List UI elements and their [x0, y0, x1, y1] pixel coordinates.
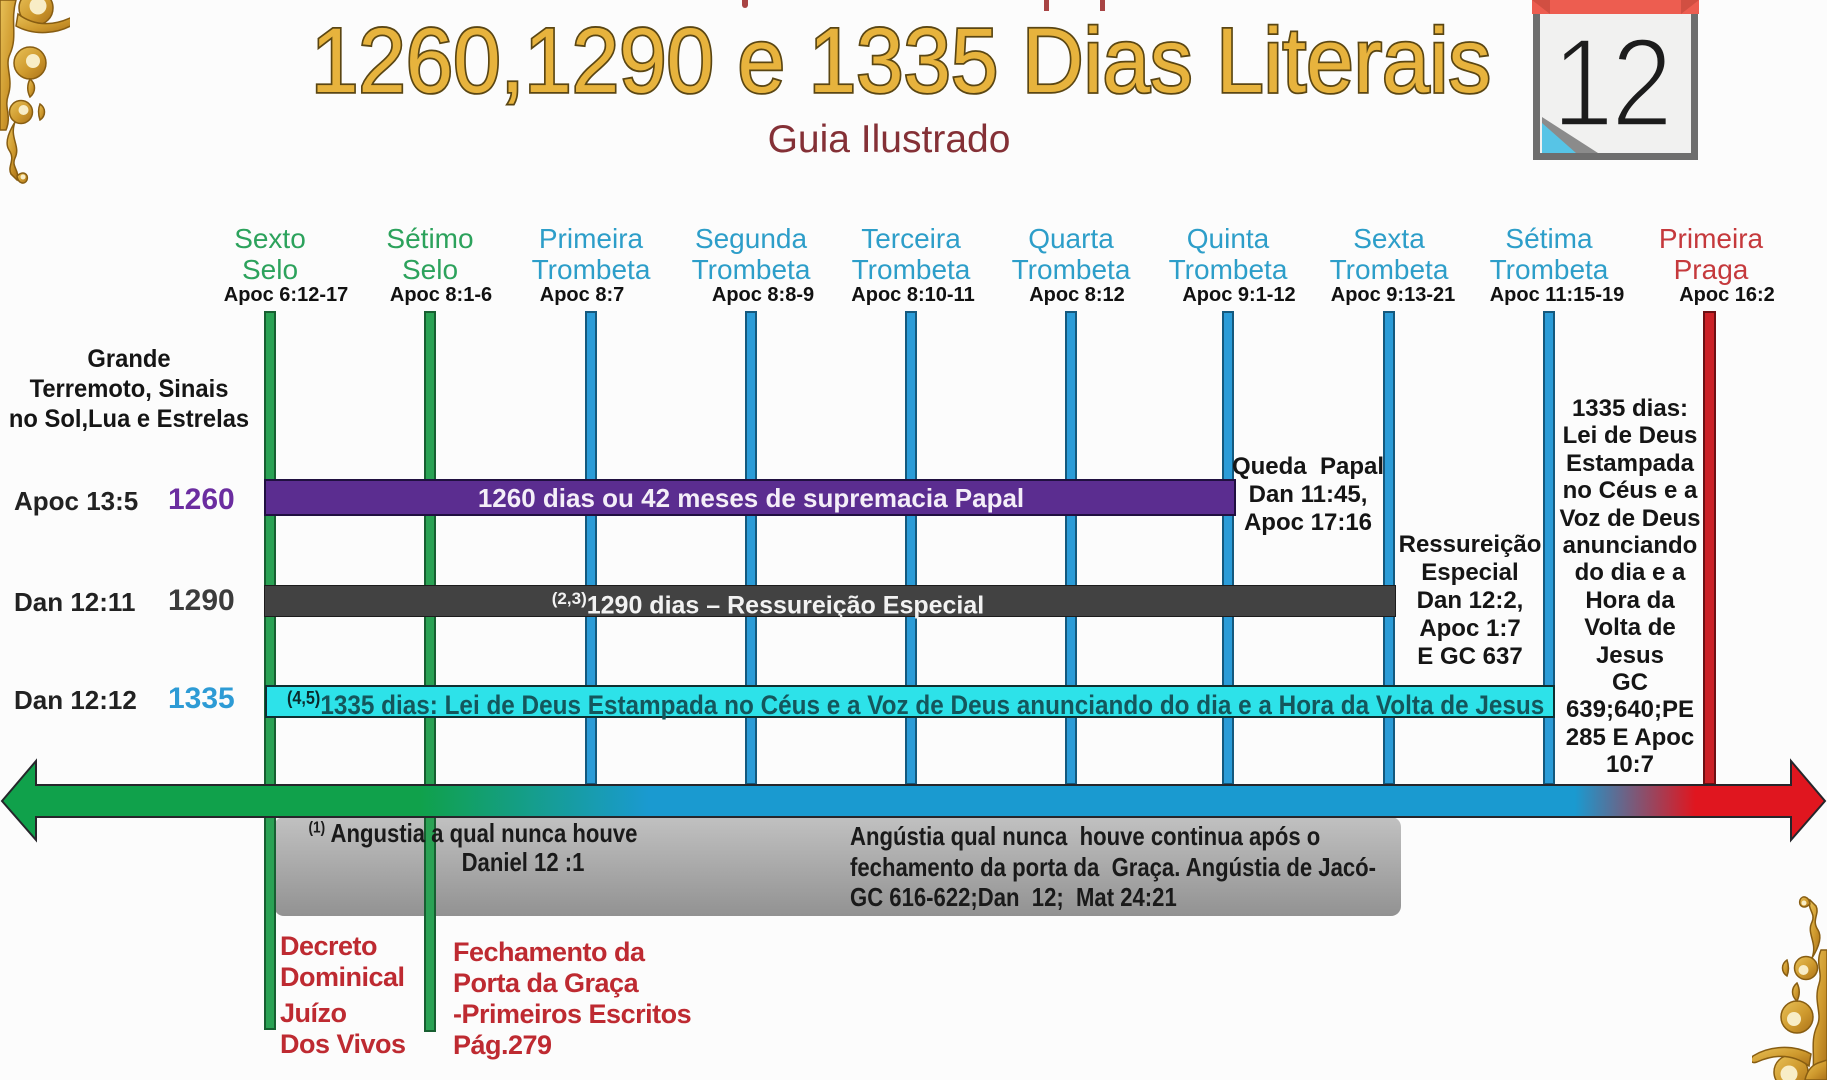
svg-text:1260,1290 e 1335 Dias Literais: 1260,1290 e 1335 Dias Literais: [311, 10, 1491, 112]
